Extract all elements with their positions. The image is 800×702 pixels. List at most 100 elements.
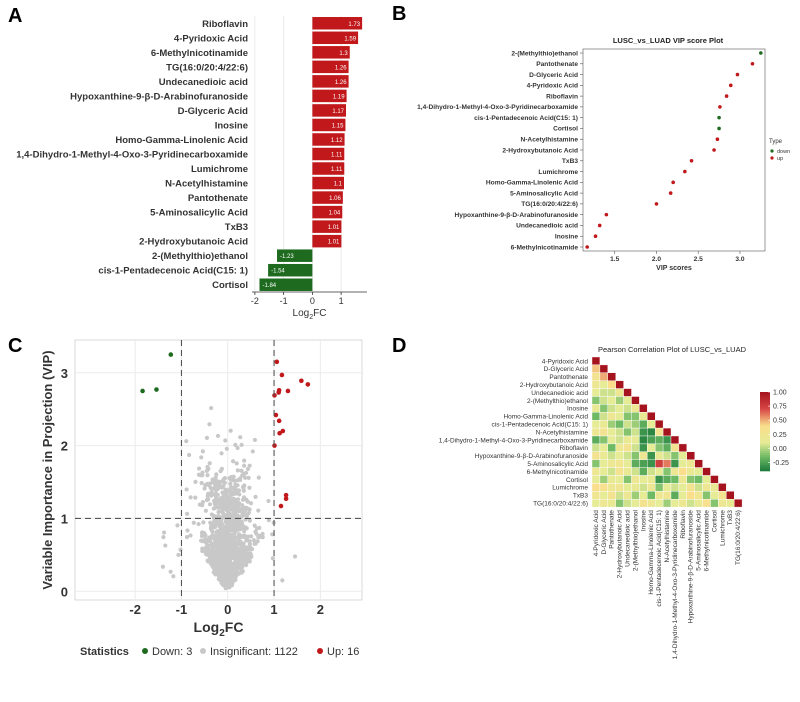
panel-a-category-label: N-Acetylhistamine [165,179,248,190]
panel-d-cell [631,459,640,468]
panel-d-colorbar-segment [760,401,770,405]
panel-d-colorbar-segment [760,467,770,470]
panel-a-bar-lumichrome [312,162,345,175]
panel-c-insignificant-point [215,557,220,562]
panel-c-insignificant-point [229,507,234,512]
panel-a-value-label: 1.19 [333,94,345,100]
panel-d-cell [607,412,616,421]
panel-c-insignificant-point [250,449,255,454]
panel-b-category-label: Inosine [555,234,578,241]
panel-d-colorbar-segment [760,421,770,424]
panel-c-insignificant-point [213,493,219,499]
panel-c-insignificant-point [234,528,239,533]
panel-c-insignificant-point [228,481,233,486]
panel-c-up-point [285,388,291,394]
panel-c-insignificant-point [218,518,224,523]
panel-c-insignificant-point [176,552,181,558]
panel-c-insignificant-point [231,459,236,464]
panel-d-row-label: Inosine [567,406,588,413]
panel-a-value-label: 1.26 [335,65,347,71]
panel-c-insignificant-point [231,485,236,491]
panel-d-cell [615,467,624,476]
panel-d-cell [639,467,648,476]
panel-d-cell [710,483,719,492]
panel-d-colorbar-segment [760,435,770,438]
panel-c-x-tick-label: 1 [270,602,277,617]
panel-a-value-label: 1.01 [328,225,340,231]
panel-b-point-inosine [593,234,598,239]
panel-a-value-label: 1.01 [328,240,340,246]
panel-c-insignificant-point [216,576,221,582]
panel-d-colorbar-segment [760,457,770,460]
panel-c-insignificant-point [223,492,228,497]
panel-c-insignificant-point [219,580,224,586]
panel-d-cell [623,451,632,460]
panel-c-insignificant-point [208,539,213,544]
panel-c-insignificant-point [218,469,223,474]
panel-c-insignificant-point [212,571,217,576]
panel-c-insignificant-point [229,569,234,574]
panel-c-up-point [283,492,289,498]
panel-d-cell [662,483,672,492]
panel-c-insignificant-point [228,553,233,559]
panel-c-insignificant-point [222,544,227,549]
panel-c-insignificant-point [243,470,249,476]
panel-d-cell [591,412,601,421]
panel-d-cell [662,475,672,484]
panel-c-insignificant-point [193,495,198,500]
panel-c-insignificant-point [188,533,193,538]
panel-d-cell [694,467,703,476]
panel-d-row-label: N-Acetylhistamine [536,429,589,436]
panel-c-legend-swatch-down [142,648,148,654]
panel-d-cell [631,404,640,413]
panel-c-insignificant-point [256,475,261,480]
panel-c-insignificant-point [228,428,233,433]
panel-d-cell [647,475,656,484]
panel-d-cell [678,475,688,484]
panel-a-bar-tg-16-0-20-4-22-6 [312,60,349,74]
panel-d-cell [702,499,711,508]
panel-c-x-tick-label: 0 [224,602,231,617]
panel-d-column-label: TG(16:0/20:4/22:6) [735,510,742,565]
panel-a-category-label: Inosine [215,120,248,131]
panel-a-category-label: Riboflavin [202,19,248,30]
panel-c-insignificant-point [216,479,221,484]
panel-a-category-label: Cortisol [212,280,248,291]
panel-c-legend-label-insignificant: Insignificant: 1122 [210,646,298,658]
panel-c-insignificant-point [216,505,222,510]
panel-d-column-label: 2-(Methylthio)ethanol [632,510,639,572]
panel-d-colorbar-segment [760,443,770,446]
panel-d-colorbar-tick-label: 0.75 [773,404,787,411]
panel-c-insignificant-point [227,476,232,481]
panel-c-insignificant-point [211,515,216,520]
panel-c-down-point [154,387,159,392]
panel-d-colorbar-segment [760,413,770,416]
panel-b-category-label: 1,4-Dihydro-1-Methyl-4-Oxo-3-Pyridinecar… [417,104,578,111]
panel-a-value-label: -1.54 [271,269,285,275]
panel-a-bar-2-methylthio-ethanol [277,249,313,262]
panel-b-point-hypoxanthine-9-d-arabinofuranoside [604,212,609,217]
panel-c-insignificant-point [242,458,247,463]
panel-c-up-point [278,503,284,509]
panel-d-colorbar-segment [760,463,770,466]
panel-c-legend-label-down: Down: 3 [152,646,192,658]
panel-d-cell [647,483,656,492]
panel-a-value-label: 1.04 [329,211,341,217]
panel-c-insignificant-point [243,512,248,517]
panel-c-insignificant-point [240,543,245,549]
panel-d-row-label: 1,4-Dihydro-1-Methyl-4-Oxo-3-Pyridinecar… [439,437,589,444]
panel-c-insignificant-point [239,508,244,514]
panel-c-insignificant-point [237,554,242,559]
panel-b-point-2-hydroxybutanoic-acid [712,148,716,152]
panel-c-y-tick-label: 3 [61,366,68,381]
panel-c-up-point [299,378,304,384]
panel-c-insignificant-point [226,564,231,569]
panel-d-cell [639,459,648,468]
panel-c-insignificant-point [202,486,207,491]
panel-a-x-axis-label: Log2FC [293,308,327,321]
panel-a-value-label: 1.12 [331,138,343,144]
panel-b-point-4-pyridoxic-acid [728,83,733,88]
panel-c-insignificant-point [260,531,265,537]
panel-c-insignificant-point [224,575,230,580]
panel-d-cell [639,483,648,492]
